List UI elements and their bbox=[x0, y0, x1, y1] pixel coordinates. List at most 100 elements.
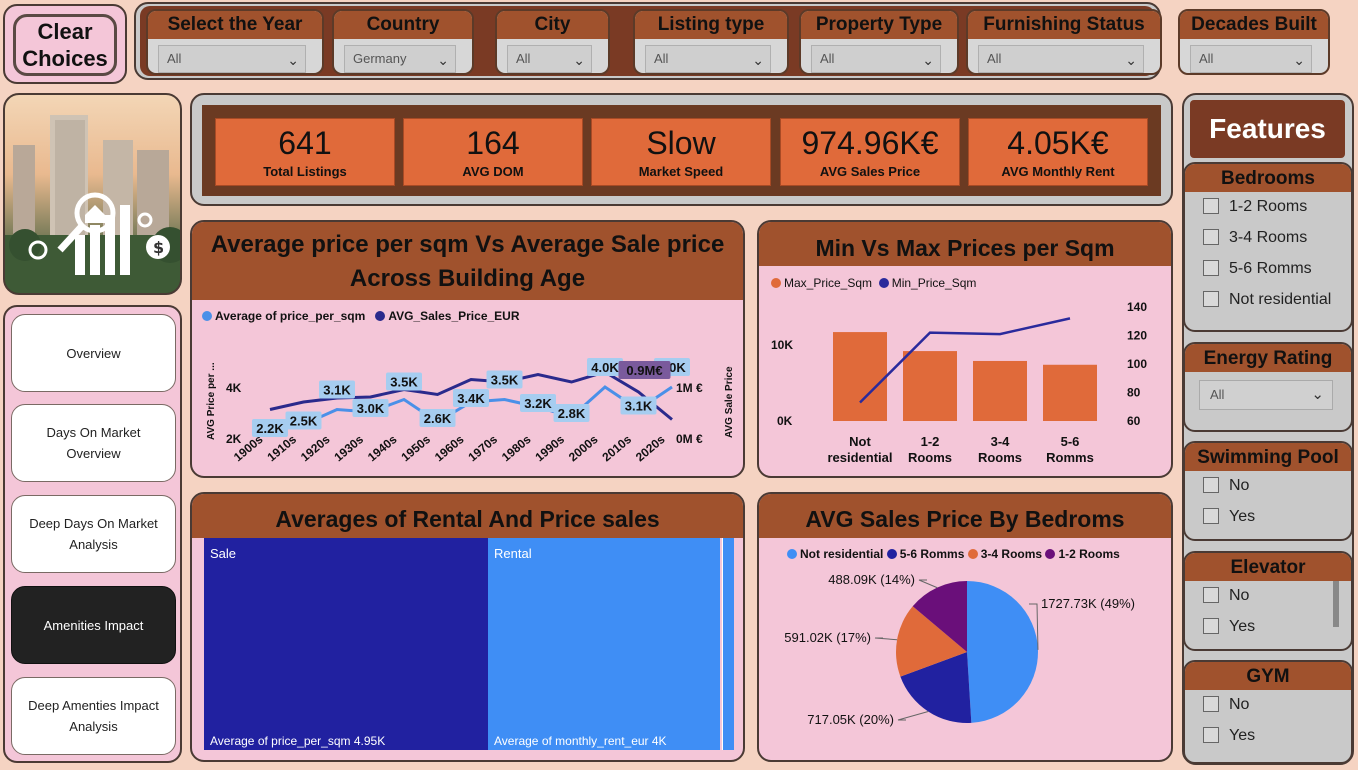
option-label: No bbox=[1229, 696, 1250, 713]
nav-button[interactable]: Days On Market Overview bbox=[11, 404, 176, 482]
filter-slicer: Decades Built All ⌄ bbox=[1178, 9, 1330, 75]
nav-button[interactable]: Overview bbox=[11, 314, 176, 392]
pie-slice bbox=[900, 652, 972, 723]
nav-button[interactable]: Amenities Impact bbox=[11, 586, 176, 664]
checkbox-icon[interactable] bbox=[1203, 291, 1219, 307]
filter-dropdown[interactable]: All ⌄ bbox=[811, 45, 941, 73]
chart-legend: Average of price_per_sqm AVG_Sales_Price… bbox=[202, 309, 520, 323]
slicer-title: Energy Rating bbox=[1185, 344, 1351, 372]
checkbox-icon[interactable] bbox=[1203, 229, 1219, 245]
chart-title: AVG Sales Price By Bedroms bbox=[759, 494, 1171, 538]
checkbox-option[interactable]: Not residential bbox=[1203, 290, 1331, 312]
bar bbox=[1043, 364, 1097, 421]
checkbox-option[interactable]: No bbox=[1203, 695, 1249, 717]
option-label: No bbox=[1229, 477, 1250, 494]
chart-legend: Max_Price_Sqm Min_Price_Sqm bbox=[771, 276, 976, 290]
tile-name: Sale bbox=[210, 546, 237, 561]
data-label: 3.5K bbox=[491, 373, 519, 388]
filter-label: Property Type bbox=[801, 11, 957, 39]
legend-label: Not residential bbox=[800, 547, 884, 561]
swimming-pool-slicer: Swimming Pool No Yes bbox=[1183, 441, 1353, 541]
filter-dropdown[interactable]: All ⌄ bbox=[507, 45, 592, 73]
data-label: 3.1K bbox=[625, 399, 653, 414]
checkbox-icon[interactable] bbox=[1203, 696, 1219, 712]
checkbox-option[interactable]: Yes bbox=[1203, 617, 1255, 639]
pie-data-label: 488.09K (14%) bbox=[828, 572, 915, 587]
legend-series-2: AVG_Sales_Price_EUR bbox=[388, 309, 520, 323]
data-label: 4.0K bbox=[591, 360, 619, 375]
x-tick-label: 1950s bbox=[398, 432, 433, 464]
checkbox-option[interactable]: 3-4 Rooms bbox=[1203, 228, 1307, 250]
features-title: Features bbox=[1190, 100, 1345, 158]
legend-item: 3-4 Rooms bbox=[967, 547, 1046, 561]
checkbox-option[interactable]: 5-6 Romms bbox=[1203, 259, 1312, 281]
pie-data-label: 591.02K (17%) bbox=[784, 630, 871, 645]
data-label-box bbox=[453, 389, 489, 407]
checkbox-option[interactable]: No bbox=[1203, 476, 1249, 498]
option-label: 5-6 Romms bbox=[1229, 260, 1312, 277]
chart-title: Average price per sqm Vs Average Sale pr… bbox=[192, 222, 743, 300]
nav-button[interactable]: Deep Amenties Impact Analysis bbox=[11, 677, 176, 755]
kpi-label: Market Speed bbox=[638, 164, 724, 179]
data-label: 2.5K bbox=[290, 414, 318, 429]
checkbox-icon[interactable] bbox=[1203, 477, 1219, 493]
filter-dropdown[interactable]: Germany ⌄ bbox=[344, 45, 456, 73]
legend-series-1: Average of price_per_sqm bbox=[215, 309, 366, 323]
legend-dot-icon bbox=[787, 549, 797, 559]
kpi-card: Slow Market Speed bbox=[591, 118, 771, 186]
nav-button[interactable]: Deep Days On Market Analysis bbox=[11, 495, 176, 573]
option-label: 3-4 Rooms bbox=[1229, 229, 1308, 246]
dropdown-value: All bbox=[1210, 387, 1225, 402]
filter-label: Country bbox=[334, 11, 472, 39]
data-label-box bbox=[620, 396, 657, 415]
checkbox-icon[interactable] bbox=[1203, 260, 1219, 276]
filter-dropdown[interactable]: All ⌄ bbox=[978, 45, 1144, 73]
data-label-box bbox=[587, 358, 623, 376]
checkbox-option[interactable]: 1-2 Rooms bbox=[1203, 197, 1307, 219]
checkbox-option[interactable]: No bbox=[1203, 586, 1249, 608]
kpi-card: 4.05K€ AVG Monthly Rent bbox=[968, 118, 1148, 186]
checkbox-icon[interactable] bbox=[1203, 587, 1219, 603]
pie-slice bbox=[912, 581, 967, 652]
checkbox-icon[interactable] bbox=[1203, 618, 1219, 634]
tile-detail: Average of monthly_rent_eur 4K bbox=[494, 734, 667, 748]
data-label-box bbox=[252, 419, 288, 437]
chart-title: Min Vs Max Prices per Sqm bbox=[759, 222, 1171, 266]
checkbox-icon[interactable] bbox=[1203, 198, 1219, 214]
energy-rating-dropdown[interactable]: All ⌄ bbox=[1199, 380, 1333, 410]
data-label: 3.1K bbox=[323, 383, 351, 398]
pie-data-label: 717.05K (20%) bbox=[807, 712, 894, 727]
treemap-tile-rental[interactable]: Rental Average of monthly_rent_eur 4K bbox=[488, 538, 720, 750]
dropdown-value: Germany bbox=[353, 51, 407, 66]
y-tick-label: 0K bbox=[777, 414, 793, 428]
x-tick-label: 3-4 Rooms bbox=[978, 434, 1022, 465]
option-label: Yes bbox=[1229, 727, 1256, 744]
option-label: Yes bbox=[1229, 618, 1256, 635]
kpi-value: 4.05K€ bbox=[1007, 125, 1109, 161]
treemap-tile-sale[interactable]: Sale Average of price_per_sqm 4.95K bbox=[204, 538, 488, 750]
y2-tick-label: 80 bbox=[1127, 386, 1141, 400]
checkbox-icon[interactable] bbox=[1203, 508, 1219, 524]
checkbox-option[interactable]: Yes bbox=[1203, 726, 1255, 748]
option-label: No bbox=[1229, 587, 1250, 604]
pie-leader-line bbox=[1029, 603, 1039, 650]
filter-dropdown[interactable]: All ⌄ bbox=[158, 45, 306, 73]
clear-choices-button[interactable]: Clear Choices bbox=[13, 14, 117, 76]
filter-bar: Select the Year All ⌄ Country Germany ⌄ … bbox=[134, 2, 1330, 80]
checkbox-option[interactable]: Yes bbox=[1203, 507, 1255, 529]
data-label: 3.4K bbox=[457, 391, 485, 406]
checkbox-icon[interactable] bbox=[1203, 727, 1219, 743]
legend-series-1: Max_Price_Sqm bbox=[784, 276, 873, 290]
kpi-card: 641 Total Listings bbox=[215, 118, 395, 186]
filter-slicer: City All ⌄ bbox=[495, 9, 610, 75]
gym-slicer: GYM No Yes bbox=[1183, 660, 1353, 764]
filter-dropdown[interactable]: All ⌄ bbox=[645, 45, 771, 73]
data-label: 3.0K bbox=[357, 401, 385, 416]
scrollbar[interactable] bbox=[1333, 581, 1339, 627]
x-tick-label: 2010s bbox=[599, 432, 634, 464]
filter-dropdown[interactable]: All ⌄ bbox=[1190, 45, 1312, 73]
line-chart-plot: 4K 2K 1M € 0M € AVG Price per ... AVG Sale Pr… bbox=[206, 358, 735, 464]
kpi-value: 974.96K€ bbox=[801, 125, 939, 161]
x-tick-label: Not residential bbox=[827, 434, 892, 465]
data-label-box bbox=[319, 380, 355, 399]
